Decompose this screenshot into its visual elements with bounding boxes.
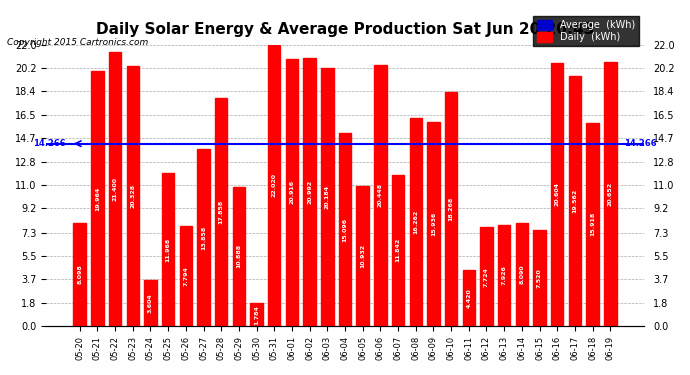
Bar [480,227,493,326]
Text: 19.562: 19.562 [573,189,578,213]
Bar [179,226,192,326]
Bar [339,133,351,326]
Text: 17.858: 17.858 [219,200,224,224]
Bar [197,149,210,326]
Text: 1.784: 1.784 [254,304,259,324]
Bar [515,223,528,326]
Bar [215,98,228,326]
Bar [533,230,546,326]
Text: 11.968: 11.968 [166,237,170,262]
Bar [357,186,369,326]
Text: 15.918: 15.918 [590,212,595,236]
Bar [233,187,245,326]
Bar [586,123,599,326]
Bar [109,53,121,326]
Text: 20.652: 20.652 [608,182,613,206]
Bar [304,58,316,326]
Text: 15.096: 15.096 [342,217,348,242]
Text: 15.936: 15.936 [431,212,436,236]
Text: 10.932: 10.932 [360,244,365,268]
Text: 20.328: 20.328 [130,184,135,208]
Bar [162,173,175,326]
Bar [91,71,103,326]
Bar [604,62,616,326]
Text: 14.266: 14.266 [33,139,66,148]
Text: 20.604: 20.604 [555,182,560,206]
Text: 14.266: 14.266 [624,139,657,148]
Text: 7.520: 7.520 [537,268,542,288]
Text: 7.724: 7.724 [484,267,489,286]
Text: 20.448: 20.448 [378,183,383,207]
Bar [445,93,457,326]
Text: 8.098: 8.098 [77,264,82,284]
Text: 11.842: 11.842 [395,238,401,262]
Text: 8.090: 8.090 [520,264,524,284]
Text: 18.268: 18.268 [448,197,453,221]
Bar [462,270,475,326]
Text: 10.888: 10.888 [237,244,241,268]
Text: 20.184: 20.184 [325,185,330,209]
Text: 4.420: 4.420 [466,288,471,308]
Bar [569,76,581,326]
Bar [498,225,511,326]
Text: 20.992: 20.992 [307,180,312,204]
Text: 7.926: 7.926 [502,266,506,285]
Bar [250,303,263,326]
Bar [144,280,157,326]
Text: 13.858: 13.858 [201,225,206,250]
Bar [268,45,280,326]
Bar [126,66,139,326]
Text: 22.020: 22.020 [272,173,277,197]
Text: 19.964: 19.964 [95,186,100,210]
Text: 21.400: 21.400 [112,177,117,201]
Bar [286,58,298,326]
Bar [74,222,86,326]
Bar [321,68,333,326]
Bar [551,63,564,326]
Legend: Average  (kWh), Daily  (kWh): Average (kWh), Daily (kWh) [533,16,639,46]
Text: 16.262: 16.262 [413,210,418,234]
Title: Daily Solar Energy & Average Production Sat Jun 20 20:43: Daily Solar Energy & Average Production … [96,22,594,37]
Bar [427,122,440,326]
Text: 7.794: 7.794 [184,266,188,286]
Text: 20.916: 20.916 [289,180,295,204]
Text: 3.604: 3.604 [148,293,153,313]
Bar [392,175,404,326]
Text: Copyright 2015 Cartronics.com: Copyright 2015 Cartronics.com [7,38,148,47]
Bar [374,64,386,326]
Bar [410,118,422,326]
